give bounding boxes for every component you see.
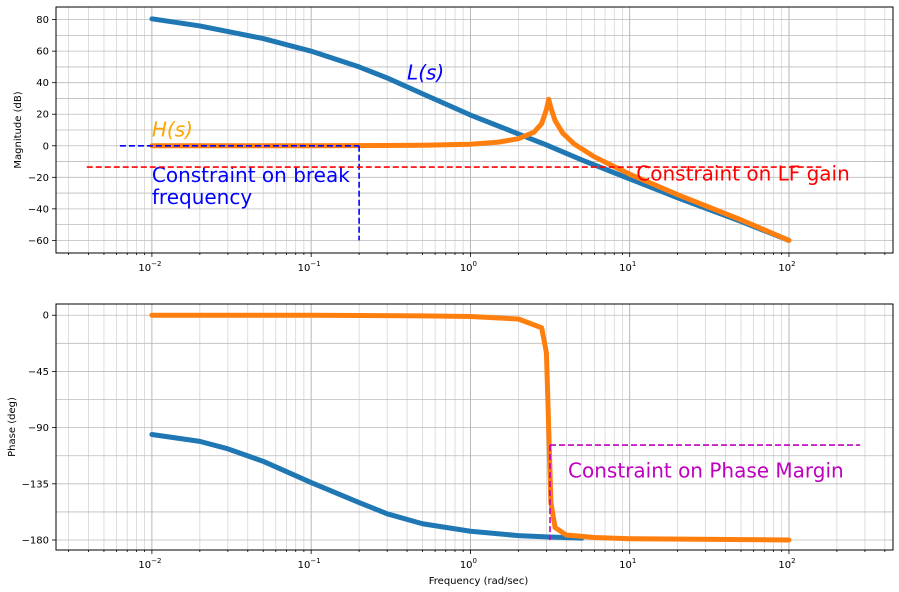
magnitude-plot: Constraint on break frequency Constraint o… xyxy=(13,6,894,274)
y-axis: 0 −45 −90 −135 −180 xyxy=(22,311,56,547)
y-tick-label: −45 xyxy=(28,367,49,378)
x-axis-label: Frequency (rad/sec) xyxy=(429,576,529,587)
y-tick-label: −40 xyxy=(28,204,49,215)
axes-frame xyxy=(55,303,894,551)
series-group xyxy=(149,312,792,543)
series-H-line xyxy=(149,96,792,243)
x-tick-label: 10−2 xyxy=(138,260,161,274)
x-tick-label: 100 xyxy=(460,260,477,274)
constraint-break-label: Constraint on break frequency xyxy=(152,163,350,209)
y-tick-label: −90 xyxy=(28,423,49,434)
y-tick-label: 60 xyxy=(36,47,49,58)
y-tick-label: 20 xyxy=(36,110,49,121)
series-L-line xyxy=(149,431,585,541)
series-group xyxy=(149,16,792,243)
constraint-pm-label: Constraint on Phase Margin xyxy=(568,459,844,483)
x-tick-label: 100 xyxy=(460,557,477,571)
annotation-Ls-label: L(s) xyxy=(407,61,444,85)
series-H-line xyxy=(149,312,792,543)
x-axis: 10−2 10−1 100 101 102 xyxy=(68,253,886,274)
x-axis: 10−2 10−1 100 101 102 xyxy=(68,550,886,571)
y-tick-label: 80 xyxy=(36,15,49,26)
y-tick-label: 0 xyxy=(43,311,49,322)
y-axis-label: Phase (deg) xyxy=(7,397,18,457)
series-L-line xyxy=(149,16,792,243)
phase-plot: Constraint on Phase Margin 10−2 10−1 100 101… xyxy=(7,303,894,587)
annotation-Hs-label: H(s) xyxy=(152,117,193,141)
y-tick-label: −20 xyxy=(28,173,49,184)
axes-frame xyxy=(55,6,894,254)
y-axis: 80 60 40 20 0 −20 −40 −60 xyxy=(28,15,56,247)
y-tick-label: −180 xyxy=(22,536,49,547)
constraint-lf-label: Constraint on LF gain xyxy=(636,161,850,185)
y-axis-label: Magnitude (dB) xyxy=(13,91,24,168)
x-tick-label: 102 xyxy=(778,260,795,274)
x-tick-label: 10−1 xyxy=(298,260,321,274)
x-tick-label: 10−1 xyxy=(298,557,321,571)
y-tick-label: −135 xyxy=(22,479,49,490)
y-tick-label: 0 xyxy=(43,141,49,152)
x-tick-label: 10−2 xyxy=(138,557,161,571)
y-tick-label: 40 xyxy=(36,78,49,89)
x-tick-label: 102 xyxy=(778,557,795,571)
y-tick-label: −60 xyxy=(28,236,49,247)
x-tick-label: 101 xyxy=(619,557,636,571)
grid xyxy=(56,304,893,550)
x-tick-label: 101 xyxy=(619,260,636,274)
